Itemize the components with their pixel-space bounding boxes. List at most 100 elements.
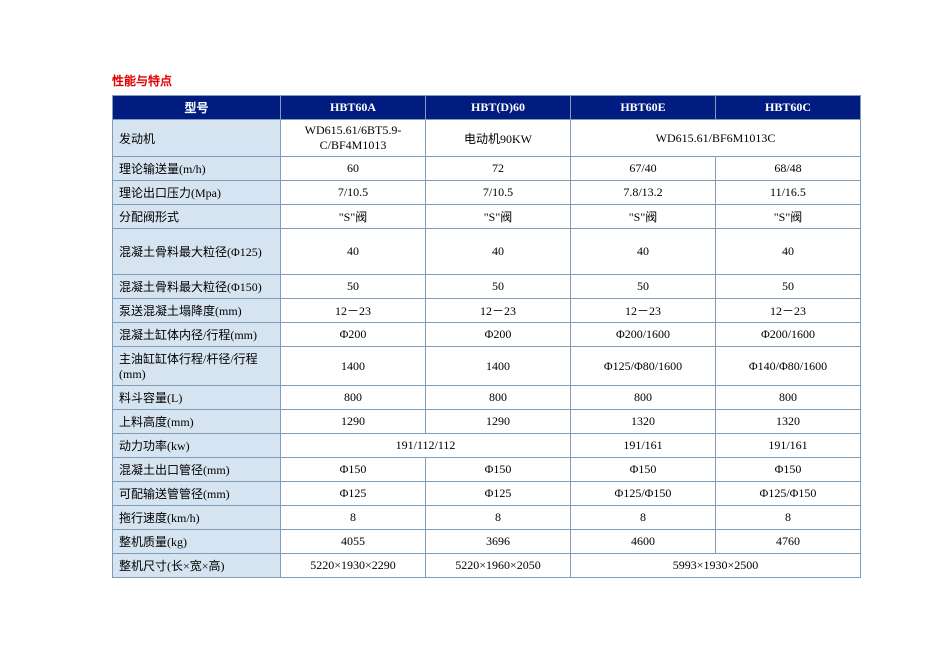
- row-value: 50: [716, 275, 861, 299]
- row-value: 40: [716, 229, 861, 275]
- row-value: Φ150: [716, 458, 861, 482]
- row-value: 7.8/13.2: [571, 181, 716, 205]
- row-value: 12－23: [281, 299, 426, 323]
- row-value: Φ125/Φ150: [571, 482, 716, 506]
- table-row: 分配阀形式"S"阀"S"阀"S"阀"S"阀: [113, 205, 861, 229]
- row-value: 40: [571, 229, 716, 275]
- row-value: 1320: [716, 410, 861, 434]
- row-value: "S"阀: [716, 205, 861, 229]
- table-row: 理论出口压力(Mpa)7/10.57/10.57.8/13.211/16.5: [113, 181, 861, 205]
- row-value: 12－23: [571, 299, 716, 323]
- row-value: 50: [281, 275, 426, 299]
- row-value: 5220×1960×2050: [426, 554, 571, 578]
- row-label: 可配输送管管径(mm): [113, 482, 281, 506]
- row-label: 混凝土缸体内径/行程(mm): [113, 323, 281, 347]
- row-value: 8: [571, 506, 716, 530]
- table-row: 主油缸缸体行程/杆径/行程(mm)14001400Φ125/Φ80/1600Φ1…: [113, 347, 861, 386]
- row-value: WD615.61/6BT5.9-C/BF4M1013: [281, 120, 426, 157]
- row-value: "S"阀: [426, 205, 571, 229]
- row-value: 1290: [281, 410, 426, 434]
- row-value: 40: [426, 229, 571, 275]
- row-value: Φ150: [571, 458, 716, 482]
- row-value: 72: [426, 157, 571, 181]
- row-label: 主油缸缸体行程/杆径/行程(mm): [113, 347, 281, 386]
- header-col-1: HBT(D)60: [426, 96, 571, 120]
- row-value: Φ125/Φ150: [716, 482, 861, 506]
- row-value: 12－23: [716, 299, 861, 323]
- table-row: 混凝土缸体内径/行程(mm)Φ200Φ200Φ200/1600Φ200/1600: [113, 323, 861, 347]
- row-value: Φ125: [281, 482, 426, 506]
- row-label: 理论输送量(m/h): [113, 157, 281, 181]
- row-label: 分配阀形式: [113, 205, 281, 229]
- row-value: "S"阀: [571, 205, 716, 229]
- row-label: 拖行速度(km/h): [113, 506, 281, 530]
- table-row: 理论输送量(m/h)607267/4068/48: [113, 157, 861, 181]
- row-value: Φ200: [281, 323, 426, 347]
- table-row: 料斗容量(L)800800800800: [113, 386, 861, 410]
- row-value: Φ150: [426, 458, 571, 482]
- row-label: 混凝土出口管径(mm): [113, 458, 281, 482]
- row-value: 4760: [716, 530, 861, 554]
- header-col-0: HBT60A: [281, 96, 426, 120]
- row-value: 1320: [571, 410, 716, 434]
- page: 性能与特点 型号HBT60AHBT(D)60HBT60EHBT60C发动机WD6…: [0, 0, 945, 669]
- table-row: 上料高度(mm)1290129013201320: [113, 410, 861, 434]
- row-value: Φ150: [281, 458, 426, 482]
- row-value: 800: [571, 386, 716, 410]
- row-value: 1290: [426, 410, 571, 434]
- row-value: 12－23: [426, 299, 571, 323]
- row-value: 8: [426, 506, 571, 530]
- row-label: 整机质量(kg): [113, 530, 281, 554]
- row-value: 40: [281, 229, 426, 275]
- row-value: Φ140/Φ80/1600: [716, 347, 861, 386]
- header-col-2: HBT60E: [571, 96, 716, 120]
- row-value: 50: [426, 275, 571, 299]
- row-label: 上料高度(mm): [113, 410, 281, 434]
- row-value: Φ200: [426, 323, 571, 347]
- row-value: 800: [716, 386, 861, 410]
- row-label: 整机尺寸(长×宽×高): [113, 554, 281, 578]
- row-value: 4055: [281, 530, 426, 554]
- row-value: 7/10.5: [281, 181, 426, 205]
- table-row: 整机尺寸(长×宽×高)5220×1930×22905220×1960×20505…: [113, 554, 861, 578]
- row-value: 8: [281, 506, 426, 530]
- row-value: 8: [716, 506, 861, 530]
- row-value: 67/40: [571, 157, 716, 181]
- row-value: 800: [426, 386, 571, 410]
- row-label: 泵送混凝土塌降度(mm): [113, 299, 281, 323]
- row-value: 4600: [571, 530, 716, 554]
- row-value: 68/48: [716, 157, 861, 181]
- row-value: 7/10.5: [426, 181, 571, 205]
- row-label: 混凝土骨料最大粒径(Φ125): [113, 229, 281, 275]
- row-value: 191/161: [716, 434, 861, 458]
- row-label: 动力功率(kw): [113, 434, 281, 458]
- row-value: Φ200/1600: [571, 323, 716, 347]
- header-label: 型号: [113, 96, 281, 120]
- table-row: 混凝土骨料最大粒径(Φ150)50505050: [113, 275, 861, 299]
- row-value: 电动机90KW: [426, 120, 571, 157]
- table-row: 整机质量(kg)4055369646004760: [113, 530, 861, 554]
- row-label: 发动机: [113, 120, 281, 157]
- table-row: 混凝土骨料最大粒径(Φ125)40404040: [113, 229, 861, 275]
- table-row: 发动机WD615.61/6BT5.9-C/BF4M1013电动机90KWWD61…: [113, 120, 861, 157]
- row-value: "S"阀: [281, 205, 426, 229]
- row-label: 料斗容量(L): [113, 386, 281, 410]
- row-label: 混凝土骨料最大粒径(Φ150): [113, 275, 281, 299]
- row-value: 1400: [281, 347, 426, 386]
- table-row: 可配输送管管径(mm)Φ125Φ125Φ125/Φ150Φ125/Φ150: [113, 482, 861, 506]
- row-value: 3696: [426, 530, 571, 554]
- row-value: 5993×1930×2500: [571, 554, 861, 578]
- row-value: 50: [571, 275, 716, 299]
- spec-table: 型号HBT60AHBT(D)60HBT60EHBT60C发动机WD615.61/…: [112, 95, 861, 578]
- row-value: Φ125/Φ80/1600: [571, 347, 716, 386]
- row-value: Φ125: [426, 482, 571, 506]
- section-title: 性能与特点: [112, 72, 945, 89]
- row-value: 800: [281, 386, 426, 410]
- table-row: 泵送混凝土塌降度(mm)12－2312－2312－2312－23: [113, 299, 861, 323]
- header-col-3: HBT60C: [716, 96, 861, 120]
- row-label: 理论出口压力(Mpa): [113, 181, 281, 205]
- row-value: Φ200/1600: [716, 323, 861, 347]
- table-row: 动力功率(kw)191/112/112191/161191/161: [113, 434, 861, 458]
- row-value: WD615.61/BF6M1013C: [571, 120, 861, 157]
- row-value: 1400: [426, 347, 571, 386]
